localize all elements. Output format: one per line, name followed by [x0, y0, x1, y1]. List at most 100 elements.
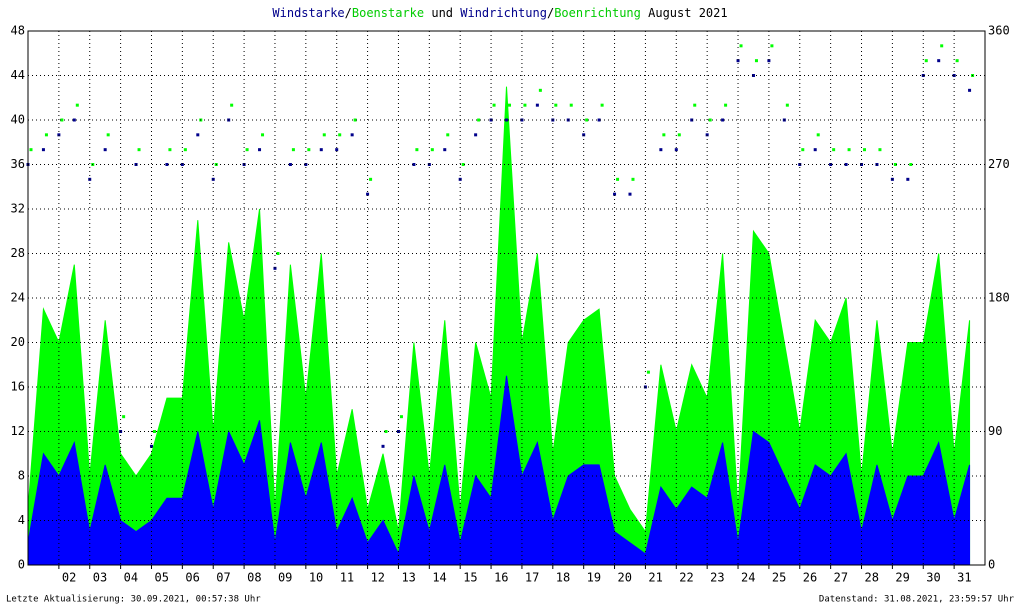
- direction-dot: [535, 103, 539, 107]
- y2-tick-label: 0: [988, 558, 995, 572]
- direction-dot: [137, 148, 141, 152]
- direction-dot: [690, 118, 694, 122]
- x-tick-label: 08: [247, 571, 261, 585]
- direction-dot: [106, 133, 110, 137]
- direction-dot: [659, 148, 663, 152]
- x-tick-label: 21: [648, 571, 662, 585]
- direction-dot: [335, 148, 339, 152]
- direction-dot: [770, 44, 774, 48]
- direction-dot: [736, 59, 740, 63]
- direction-dot: [674, 148, 678, 152]
- direction-dot: [906, 177, 910, 181]
- direction-dot: [41, 148, 45, 152]
- direction-dot: [443, 148, 447, 152]
- direction-dot: [258, 148, 262, 152]
- direction-dot: [399, 415, 403, 419]
- direction-dot: [152, 430, 156, 433]
- direction-dot: [273, 266, 277, 270]
- direction-dot: [291, 148, 295, 152]
- y-tick-label: 32: [11, 202, 25, 216]
- x-tick-label: 07: [216, 571, 230, 585]
- x-tick-label: 10: [309, 571, 323, 585]
- direction-dot: [523, 103, 527, 107]
- direction-dot: [798, 163, 802, 166]
- direction-dot: [196, 133, 200, 137]
- title-part: Windrichtung: [460, 6, 547, 20]
- direction-dot: [366, 192, 370, 196]
- x-tick-label: 04: [124, 571, 138, 585]
- direction-dot: [844, 163, 848, 166]
- y-tick-label: 28: [11, 246, 25, 260]
- direction-dot: [230, 103, 234, 107]
- direction-dot: [338, 133, 342, 137]
- x-tick-label: 18: [556, 571, 570, 585]
- x-tick-label: 26: [803, 571, 817, 585]
- direction-dot: [492, 103, 496, 107]
- direction-dot: [412, 163, 416, 166]
- direction-dot: [75, 103, 79, 107]
- direction-dot: [569, 103, 573, 107]
- direction-dot: [415, 148, 419, 152]
- direction-dot: [924, 59, 928, 63]
- direction-dot: [245, 148, 249, 152]
- x-tick-label: 31: [957, 571, 971, 585]
- direction-dot: [937, 59, 941, 63]
- title-part: August 2021: [641, 6, 728, 20]
- direction-dot: [631, 177, 635, 181]
- title-part: und: [424, 6, 460, 20]
- direction-dot: [767, 59, 771, 63]
- direction-dot: [968, 88, 972, 92]
- y-tick-label: 48: [11, 24, 25, 38]
- x-tick-label: 22: [679, 571, 693, 585]
- direction-dot: [505, 118, 508, 122]
- direction-dot: [369, 177, 373, 181]
- x-tick-label: 15: [463, 571, 477, 585]
- y-tick-label: 44: [11, 68, 25, 82]
- direction-dot: [304, 163, 308, 166]
- x-tick-label: 24: [741, 571, 755, 585]
- direction-dot: [72, 118, 76, 122]
- y2-tick-label: 270: [988, 157, 1010, 171]
- direction-dot: [721, 118, 725, 122]
- title-part: /: [547, 6, 554, 20]
- direction-dot: [446, 133, 450, 137]
- title-part: Boenrichtung: [554, 6, 641, 20]
- direction-dot: [628, 192, 632, 196]
- y-tick-label: 40: [11, 113, 25, 127]
- direction-dot: [381, 444, 385, 448]
- x-tick-label: 11: [340, 571, 354, 585]
- x-tick-label: 29: [895, 571, 909, 585]
- direction-dot: [785, 103, 789, 107]
- y2-tick-label: 90: [988, 424, 1002, 438]
- direction-dot: [180, 163, 184, 166]
- direction-dot: [122, 415, 126, 419]
- y-tick-label: 36: [11, 157, 25, 171]
- y-tick-label: 16: [11, 380, 25, 394]
- direction-dot: [29, 148, 33, 152]
- x-tick-label: 25: [772, 571, 786, 585]
- direction-dot: [693, 103, 697, 107]
- x-tick-label: 03: [93, 571, 107, 585]
- y2-tick-label: 360: [988, 24, 1010, 38]
- x-tick-label: 17: [525, 571, 539, 585]
- x-tick-label: 19: [587, 571, 601, 585]
- direction-dot: [474, 133, 478, 137]
- direction-dot: [149, 444, 153, 448]
- direction-dot: [353, 118, 357, 122]
- direction-dot: [350, 133, 354, 137]
- x-tick-label: 02: [62, 571, 76, 585]
- direction-dot: [461, 163, 465, 166]
- direction-dot: [801, 148, 805, 152]
- direction-dot: [751, 74, 755, 77]
- x-tick-label: 20: [618, 571, 632, 585]
- direction-dot: [57, 133, 61, 137]
- direction-dot: [893, 163, 897, 166]
- direction-dot: [307, 148, 311, 152]
- x-tick-label: 12: [371, 571, 385, 585]
- direction-dot: [878, 148, 882, 152]
- direction-dot: [600, 103, 604, 107]
- x-tick-label: 05: [154, 571, 168, 585]
- chart-title: Windstarke/Boenstarke und Windrichtung/B…: [272, 6, 727, 20]
- x-tick-label: 30: [926, 571, 940, 585]
- direction-dot: [955, 59, 959, 63]
